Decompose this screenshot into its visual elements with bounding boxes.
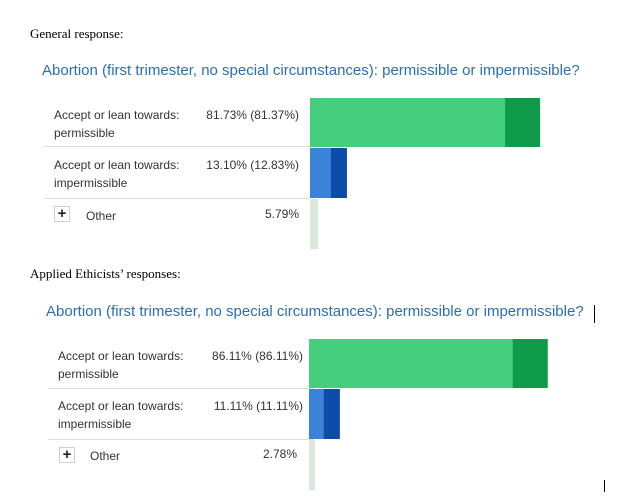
chart-2-bar-other bbox=[309, 440, 315, 490]
chart-1-label-impermissible-line2: impermissible bbox=[54, 176, 128, 190]
chart-1-expand-other-button[interactable]: + bbox=[54, 206, 70, 222]
chart-1-label-other: Other bbox=[86, 209, 117, 223]
chart-1-label-permissible-line1: Accept or lean towards: bbox=[54, 108, 180, 122]
chart-1-bar-other bbox=[310, 199, 319, 249]
chart-2-bar-permissible bbox=[309, 339, 548, 388]
chart-1-bar-permissible-accept-segment bbox=[505, 98, 541, 147]
chart-1-bar-permissible bbox=[310, 98, 541, 147]
chart-2-label-other: Other bbox=[90, 449, 121, 463]
chart-1-value-other: 5.79% bbox=[264, 207, 299, 221]
chart-1-value-impermissible: 13.10% (12.83%) bbox=[206, 158, 299, 172]
chart-2-label-impermissible-line1: Accept or lean towards: bbox=[58, 399, 184, 413]
chart-2-label-permissible-line1: Accept or lean towards: bbox=[58, 349, 184, 363]
chart-2-value-impermissible: 11.11% (11.11%) bbox=[213, 399, 303, 413]
plus-icon: + bbox=[57, 205, 67, 222]
chart-2-separator-2 bbox=[48, 439, 314, 440]
page-cursor-mark bbox=[604, 480, 605, 492]
general-response-heading: General response: bbox=[30, 26, 124, 41]
applied-ethicists-heading: Applied Ethicists’ responses: bbox=[30, 266, 181, 281]
chart-1-bar-impermissible-accept-segment bbox=[330, 148, 347, 198]
chart-2-label-impermissible: Accept or lean towards: impermissible bbox=[58, 397, 193, 433]
chart-1-separator-2 bbox=[44, 198, 310, 199]
chart-2-label-impermissible-line2: impermissible bbox=[58, 417, 132, 431]
text-cursor bbox=[594, 305, 595, 323]
chart-1-label-impermissible: Accept or lean towards: impermissible bbox=[54, 156, 189, 192]
chart-2-row-impermissible: Accept or lean towards: impermissible 11… bbox=[58, 397, 318, 437]
chart-1-label-impermissible-line1: Accept or lean towards: bbox=[54, 158, 180, 172]
chart-2-separator-1 bbox=[48, 388, 314, 389]
chart-2-value-other: 2.78% bbox=[262, 447, 297, 461]
chart-1-label-permissible-line2: permissible bbox=[54, 126, 115, 140]
chart-2-label-permissible: Accept or lean towards: permissible bbox=[58, 347, 193, 383]
chart-2-value-permissible: 86.11% (86.11%) bbox=[212, 349, 303, 363]
chart-1-row-permissible: Accept or lean towards: permissible 81.7… bbox=[54, 106, 314, 146]
chart-2-expand-other-button[interactable]: + bbox=[59, 447, 75, 463]
chart-1-title: Abortion (first trimester, no special ci… bbox=[42, 62, 580, 79]
chart-2-bar-impermissible-accept-segment bbox=[323, 389, 340, 439]
chart-2-title: Abortion (first trimester, no special ci… bbox=[46, 303, 584, 320]
plus-icon: + bbox=[62, 446, 72, 463]
chart-1-separator-1 bbox=[44, 146, 310, 147]
chart-1-row-impermissible: Accept or lean towards: impermissible 13… bbox=[54, 156, 314, 196]
chart-2-row-permissible: Accept or lean towards: permissible 86.1… bbox=[58, 347, 318, 387]
chart-1-label-permissible: Accept or lean towards: permissible bbox=[54, 106, 189, 142]
chart-2-label-permissible-line2: permissible bbox=[58, 367, 119, 381]
chart-2-bar-permissible-accept-segment bbox=[512, 339, 548, 388]
chart-1-value-permissible: 81.73% (81.37%) bbox=[206, 108, 299, 122]
